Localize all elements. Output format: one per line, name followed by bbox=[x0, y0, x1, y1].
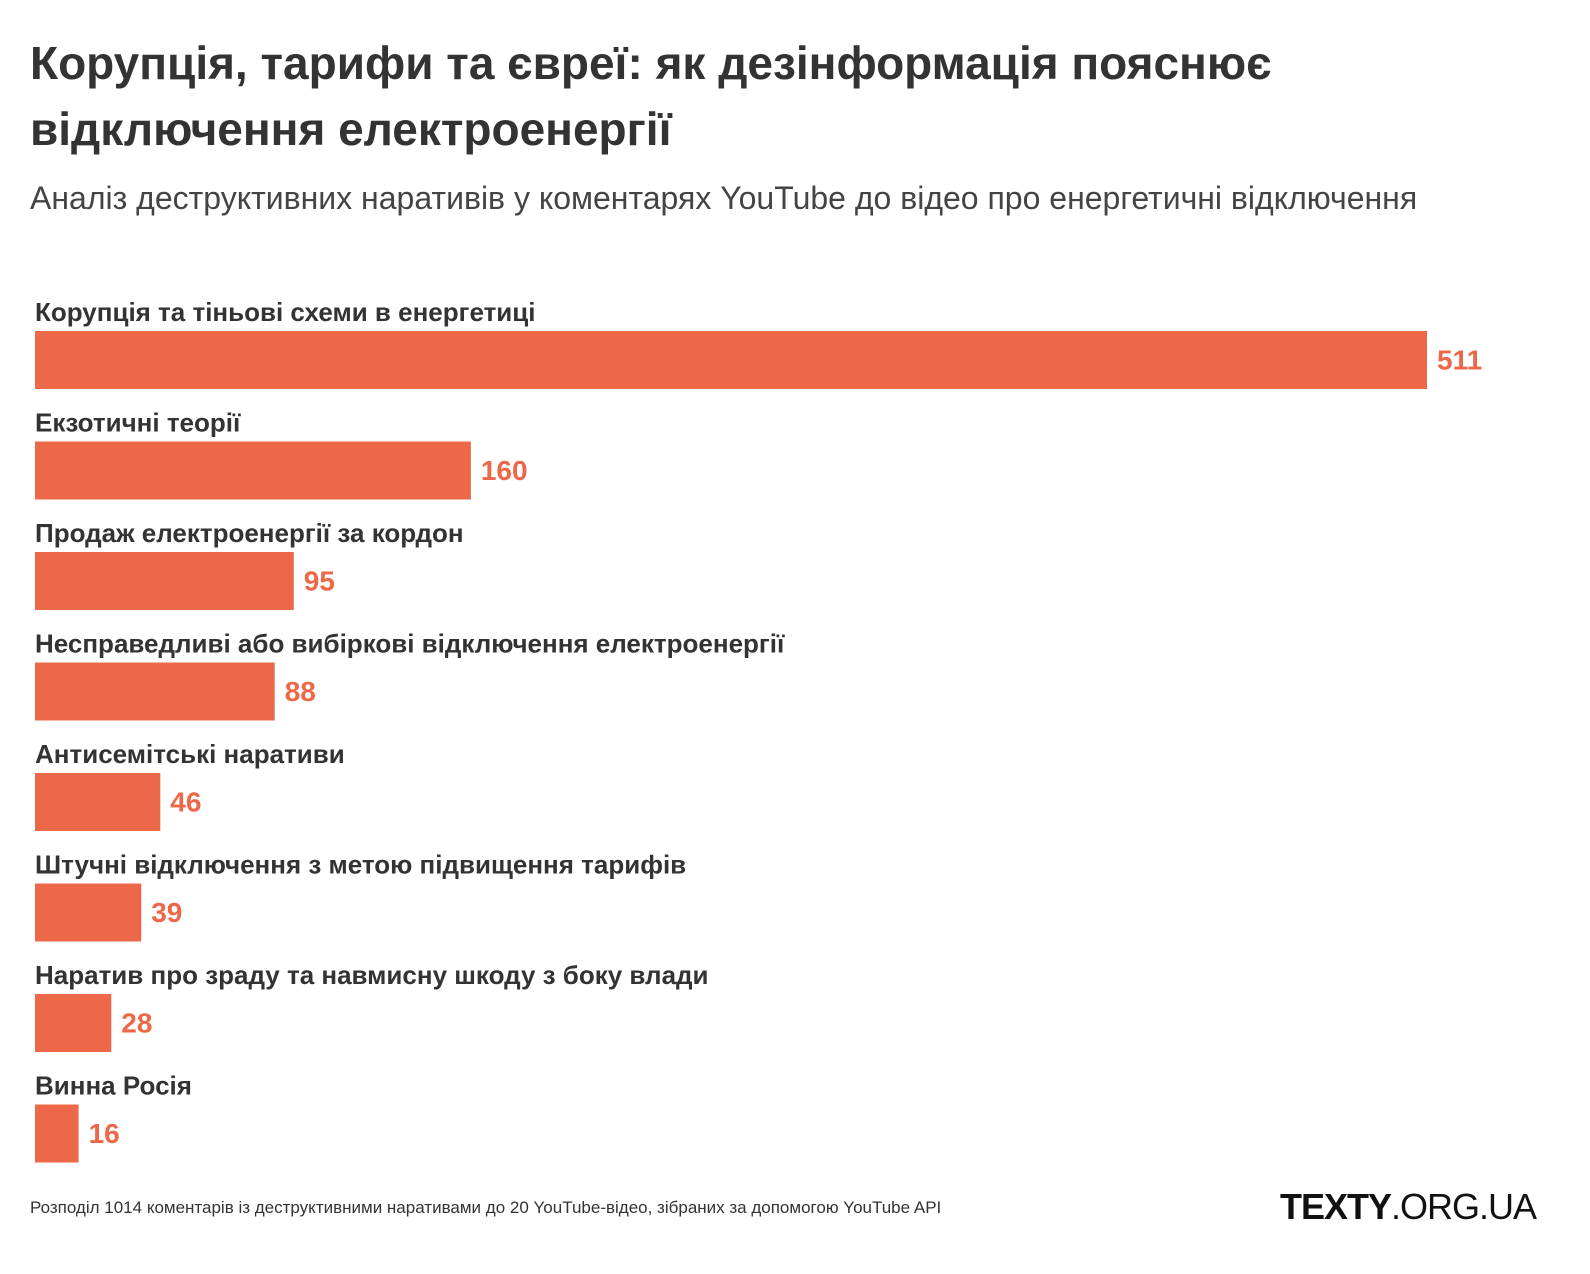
value-label: 511 bbox=[1437, 344, 1482, 375]
bar bbox=[35, 441, 471, 500]
logo-bold: TEXTY bbox=[1279, 1186, 1392, 1227]
chart-subtitle: Аналіз деструктивних наративів у комента… bbox=[30, 180, 1418, 216]
value-label: 46 bbox=[170, 786, 201, 817]
bar bbox=[35, 773, 161, 831]
category-label: Несправедливі або вибіркові відключення … bbox=[35, 629, 785, 659]
value-label: 95 bbox=[304, 565, 335, 596]
footnote: Розподіл 1014 коментарів із деструктивни… bbox=[30, 1198, 942, 1217]
bar bbox=[35, 552, 294, 610]
category-label: Антисемітські наративи bbox=[35, 739, 345, 769]
chart-title: Корупція, тарифи та євреї: як дезінформа… bbox=[30, 37, 1272, 155]
category-label: Екзотичні теорії bbox=[35, 408, 241, 438]
category-label: Винна Росія bbox=[35, 1071, 192, 1101]
logo-rest: .ORG.UA bbox=[1390, 1186, 1537, 1227]
bar bbox=[35, 1104, 79, 1163]
bar bbox=[35, 662, 275, 721]
bar bbox=[35, 331, 1427, 389]
category-label: Штучні відключення з метою підвищення та… bbox=[35, 850, 686, 880]
bar bbox=[35, 883, 142, 942]
bar bbox=[35, 994, 112, 1052]
value-label: 28 bbox=[121, 1007, 152, 1038]
value-label: 39 bbox=[151, 897, 182, 928]
category-label: Наратив про зраду та навмисну шкоду з бо… bbox=[35, 960, 709, 990]
value-label: 88 bbox=[285, 676, 316, 707]
value-label: 16 bbox=[89, 1118, 120, 1149]
category-label: Корупція та тіньові схеми в енергетиці bbox=[35, 297, 536, 327]
value-label: 160 bbox=[481, 455, 528, 486]
category-label: Продаж електроенергії за кордон bbox=[35, 518, 464, 548]
logo: TEXTY.ORG.UA bbox=[1279, 1186, 1537, 1228]
